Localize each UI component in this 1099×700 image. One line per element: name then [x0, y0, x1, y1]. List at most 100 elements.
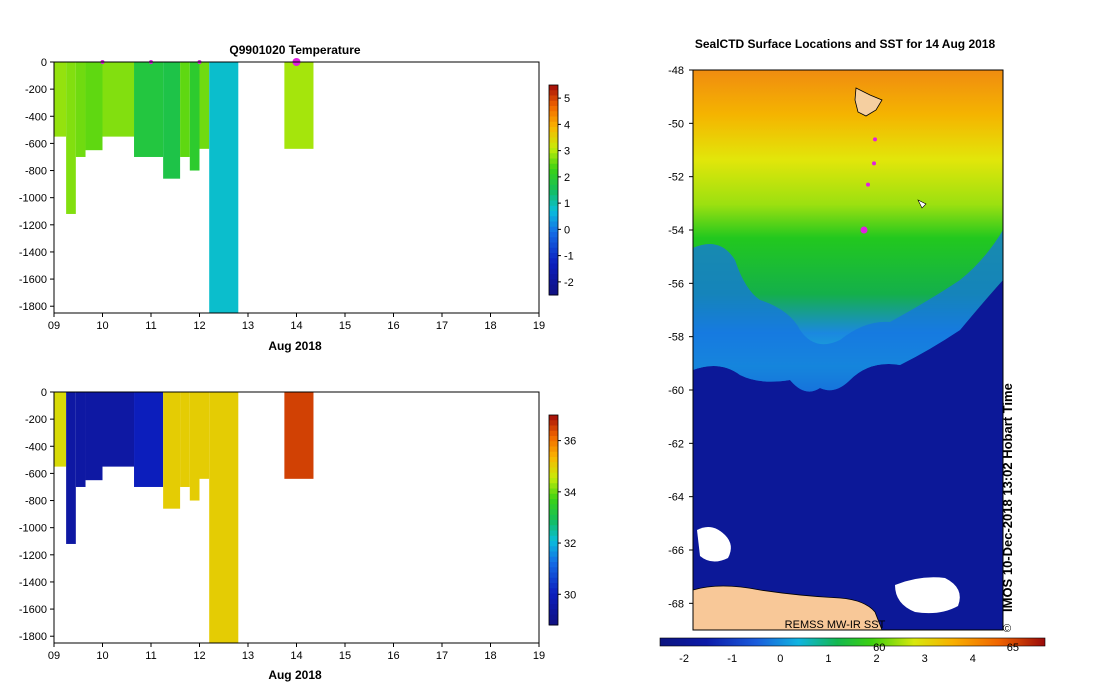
colorbar-segment: [549, 488, 558, 495]
bottom-chart-xlabel: Aug 2018: [268, 668, 322, 682]
colorbar-tick-label: 4: [564, 119, 570, 131]
y-tick-label: -1400: [19, 247, 47, 259]
colorbar-segment: [549, 111, 558, 117]
colorbar-segment: [549, 184, 558, 191]
y-tick-label: -400: [25, 441, 47, 453]
colorbar-c-tick-label: 3: [922, 653, 928, 665]
x-tick-label: 14: [290, 650, 302, 662]
colorbar-segment: [549, 132, 558, 138]
colorbar-c-tick-label: -2: [679, 653, 689, 665]
x-tick-label: 19: [533, 320, 545, 332]
colorbar-segment: [549, 247, 558, 254]
y-tick-label: -1800: [19, 301, 47, 313]
colorbar-segment: [549, 520, 558, 526]
profile-cell: [284, 392, 314, 479]
colorbar-segment: [549, 425, 558, 432]
profile-cell: [180, 392, 190, 487]
colorbar-segment: [549, 190, 558, 196]
colorbar-segment: [549, 457, 558, 463]
colorbar-segment: [549, 530, 558, 537]
colorbar-segment: [549, 106, 558, 112]
profile-cell: [163, 62, 181, 179]
profile-cell: [209, 62, 239, 313]
colorbar-segment: [549, 200, 558, 207]
profile-cell: [189, 392, 200, 501]
colorbar-frame: [548, 414, 559, 626]
colorbar-segment: [549, 514, 558, 521]
colorbar-segment: [549, 572, 558, 579]
profile-cell: [199, 392, 210, 479]
colorbar-segment: [549, 158, 558, 165]
colorbar-segment: [549, 493, 558, 500]
colorbar-tick-label: 30: [564, 589, 576, 601]
colorbar-segment: [549, 121, 558, 128]
colorbar-segment: [549, 451, 558, 458]
colorbar-segment: [549, 268, 558, 275]
top-chart-colorbar: 5 4 3 2 1 0 -1 -2: [548, 84, 574, 296]
y-tick-label: -800: [25, 166, 47, 178]
colorbar-segment: [549, 237, 558, 243]
x-tick-label: 10: [96, 320, 108, 332]
colorbar-segment: [549, 242, 558, 249]
colorbar-segment: [549, 100, 558, 107]
colorbar-segment: [549, 614, 558, 621]
x-tick-label: 12: [193, 650, 205, 662]
x-tick-label: 17: [436, 320, 448, 332]
y-tick-label: -1200: [19, 550, 47, 562]
colorbar-segment: [549, 258, 558, 264]
y-tick-label: -1200: [19, 220, 47, 232]
bottom-chart-colorbar: 36 34 32 30: [548, 414, 576, 626]
profile-cell: [85, 392, 103, 481]
island-top: [854, 87, 883, 117]
colorbar-segment: [549, 478, 558, 484]
x-tick-label: 18: [484, 650, 496, 662]
y-tick-label: -200: [25, 84, 47, 96]
colorbar-segment: [549, 541, 558, 547]
x-tick-label: 14: [290, 320, 302, 332]
colorbar-c-tick-label: -1: [727, 653, 737, 665]
colorbar-segment: [549, 483, 558, 489]
profile-cell: [189, 62, 200, 171]
profile-cell: [102, 392, 135, 467]
colorbar-tick-label: 36: [564, 436, 576, 448]
y-tick-label: -800: [25, 496, 47, 508]
x-tick-label: 17: [436, 650, 448, 662]
colorbar-segment: [549, 504, 558, 510]
colorbar-segment: [549, 577, 558, 584]
colorbar-segment: [549, 90, 558, 96]
y-tick-label: -1600: [19, 604, 47, 616]
seal-track: [860, 137, 877, 234]
colorbar-f-tick-label: 65: [1007, 642, 1019, 654]
x-tick-label: 19: [533, 650, 545, 662]
lat-tick-label: -66: [668, 545, 684, 557]
x-tick-label: 15: [339, 320, 351, 332]
colorbar-segment: [549, 179, 558, 186]
colorbar-c-tick-label: 4: [970, 653, 976, 665]
colorbar-segment: [549, 546, 558, 552]
lat-tick-label: -58: [668, 332, 684, 344]
profile-cell: [180, 62, 190, 157]
y-tick-label: -1000: [19, 193, 47, 205]
transition-region: [693, 230, 1003, 392]
colorbar-segment: [549, 472, 558, 479]
colorbar-segment: [549, 95, 558, 102]
profile-cell: [102, 62, 135, 137]
colorbar-segment: [549, 567, 558, 573]
colorbar-segment: [549, 462, 558, 468]
profile-cell: [75, 392, 86, 487]
colorbar-segment: [549, 499, 558, 505]
top-chart-x-axis: 09 10 11 12 13 14 15 16 17 18 19: [48, 313, 545, 332]
colorbar-segment: [549, 137, 558, 144]
colorbar-segment: [549, 116, 558, 123]
x-tick-label: 16: [387, 650, 399, 662]
colorbar-segment: [549, 253, 558, 259]
colorbar-tick-label: 3: [564, 146, 570, 158]
colorbar-segment: [549, 274, 558, 280]
y-tick-label: 0: [41, 387, 47, 399]
y-tick-label: -600: [25, 468, 47, 480]
map-lat-axis: -48 -50 -52 -54 -56 -58 -60 -62 -64 -66 -68: [668, 65, 693, 610]
colorbar-segment: [549, 588, 558, 594]
x-tick-label: 11: [145, 650, 156, 662]
colorbar-segment: [549, 127, 558, 133]
